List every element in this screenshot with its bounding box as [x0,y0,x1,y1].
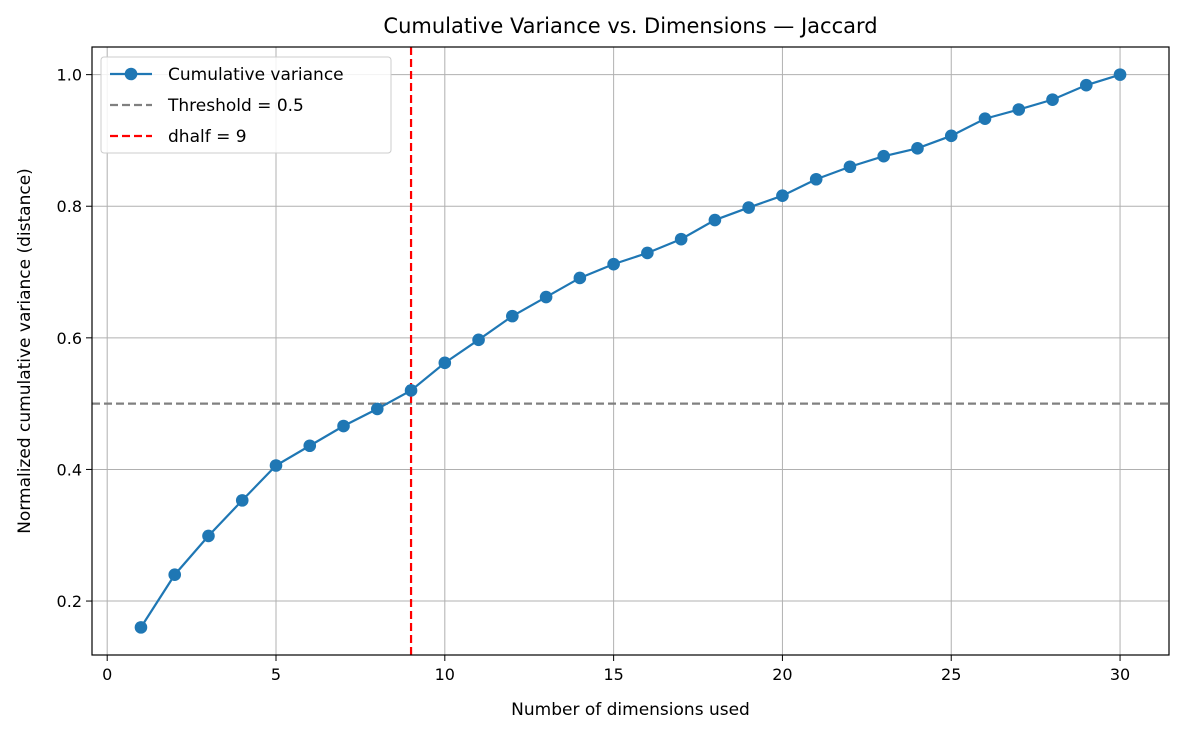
series-line [140,73,1121,628]
data-point [337,419,350,433]
data-point [1079,78,1093,92]
data-point [776,189,789,203]
data-point [404,384,418,397]
x-tick-label: 0 [102,665,112,684]
data-point [438,356,452,370]
legend: Cumulative variance Threshold = 0.5 dhalf … [100,56,392,154]
x-tick-label: 30 [1110,665,1130,684]
data-point [370,402,384,416]
data-point [674,232,688,246]
data-point [708,213,722,227]
data-point [472,333,485,347]
data-point [944,129,958,143]
plot-frame [91,46,1170,656]
reference-lines [92,47,1169,655]
legend-label: dhalf = 9 [168,127,247,147]
y-tick-label: 0.4 [57,460,82,479]
data-point [235,494,249,507]
y-tick-label: 0.2 [57,592,82,611]
data-point [641,246,654,260]
x-tick-label: 15 [603,665,623,684]
x-tick-label: 10 [435,665,455,684]
data-point [911,142,924,155]
data-point [269,459,283,472]
data-point [506,309,519,323]
y-axis-label: Normalized cumulative variance (distance… [15,168,35,534]
data-point [607,257,620,271]
legend-label: Cumulative variance [168,65,344,85]
data-point [1113,68,1127,81]
x-tick-label: 25 [941,665,961,684]
data-point [877,149,891,163]
x-tick-label: 20 [772,665,792,684]
data-point [303,439,317,453]
data-point [573,271,587,285]
legend-box [100,56,392,154]
data-point [134,621,148,634]
data-point [539,290,553,304]
legend-marker [124,67,138,81]
x-axis-label: Number of dimensions used [511,700,750,720]
legend-label: Threshold = 0.5 [167,96,304,116]
y-tick-label: 0.6 [57,329,82,348]
data-point [809,172,823,186]
data-point [1046,93,1059,106]
series [134,68,1127,634]
data-point [978,112,992,126]
y-tick-label: 1.0 [57,66,82,85]
data-point [1012,103,1026,116]
data-point [843,160,857,174]
axis-ticks: 0 5 10 15 20 25 30 0.2 0.4 0.6 0.8 1.0 [57,66,1131,684]
data-point [168,568,182,582]
data-point [202,529,215,543]
data-point [742,201,755,214]
y-tick-label: 0.8 [57,197,82,216]
chart-title: Cumulative Variance vs. Dimensions — Jac… [383,14,877,38]
x-tick-label: 5 [271,665,281,684]
